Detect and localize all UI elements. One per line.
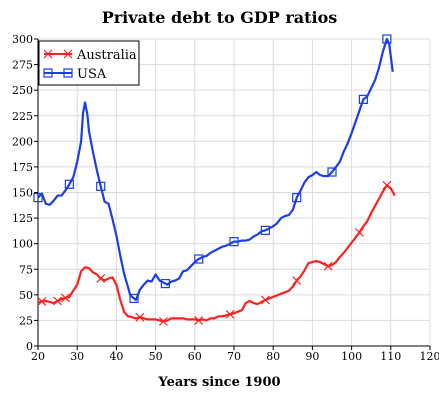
data-point-australia [260, 295, 270, 305]
data-point-usa [260, 225, 270, 235]
data-point-usa [64, 179, 74, 189]
chart-title: Private debt to GDP ratios [101, 8, 338, 27]
data-point-usa [229, 237, 239, 247]
y-tick-label: 75 [19, 263, 33, 276]
y-tick-label: 275 [12, 59, 33, 72]
y-tick-label: 0 [26, 340, 33, 353]
legend-marker-usa [63, 68, 73, 78]
y-tick-label: 175 [12, 161, 33, 174]
x-tick-label: 110 [380, 350, 401, 363]
legend-label-usa: USA [77, 67, 107, 82]
legend-marker-usa [43, 68, 53, 78]
x-tick-label: 40 [109, 350, 123, 363]
data-point-usa [160, 278, 170, 289]
data-point-australia [159, 317, 168, 326]
y-tick-label: 50 [19, 289, 33, 302]
legend-marker-australia [43, 49, 53, 59]
data-point-australia [355, 227, 364, 237]
y-tick-label: 25 [19, 314, 33, 327]
x-tick-label: 80 [266, 350, 280, 363]
data-point-australia [382, 180, 392, 190]
y-tick-label: 250 [12, 84, 33, 97]
y-tick-label: 100 [12, 238, 33, 251]
series-line-usa [37, 37, 394, 302]
y-tick-label: 200 [12, 135, 33, 148]
x-tick-label: 70 [227, 350, 241, 363]
data-point-usa [33, 193, 43, 203]
series-layer [33, 34, 396, 326]
x-tick-label: 60 [188, 350, 202, 363]
data-point-usa [194, 254, 204, 264]
y-tick-label: 300 [12, 33, 33, 46]
legend-marker-australia [63, 49, 73, 59]
y-tick-label: 225 [12, 110, 33, 123]
x-tick-label: 120 [420, 350, 439, 363]
x-tick-label: 100 [341, 350, 362, 363]
data-point-australia [292, 276, 302, 285]
data-point-australia [37, 297, 47, 306]
legend-label-australia: Australia [76, 48, 137, 63]
axis-layer: 20 30 40 50 60 70 80 90 100 110 120 0 25 50 75 100 125 15… [12, 33, 439, 363]
data-point-australia [135, 312, 145, 322]
x-tick-label: 20 [31, 350, 45, 363]
legend: Australia USA [38, 40, 140, 86]
y-tick-label: 125 [12, 212, 33, 225]
data-point-usa [327, 167, 337, 177]
x-tick-label: 50 [149, 350, 163, 363]
data-point-australia [61, 293, 70, 303]
y-tick-label: 150 [12, 187, 33, 200]
data-point-australia [53, 296, 63, 306]
data-point-usa [129, 293, 139, 304]
data-point-australia [194, 315, 204, 325]
data-point-usa [292, 193, 302, 203]
data-point-usa [358, 94, 368, 104]
data-point-australia [323, 261, 333, 271]
series-line-australia [37, 184, 396, 323]
data-point-usa [382, 34, 392, 44]
data-point-australia [225, 309, 235, 319]
x-axis-label: Years since 1900 [158, 375, 281, 390]
x-tick-label: 30 [70, 350, 84, 363]
data-point-usa [96, 181, 106, 191]
data-point-australia [96, 274, 106, 283]
x-tick-label: 90 [305, 350, 319, 363]
legend-box [38, 40, 140, 86]
